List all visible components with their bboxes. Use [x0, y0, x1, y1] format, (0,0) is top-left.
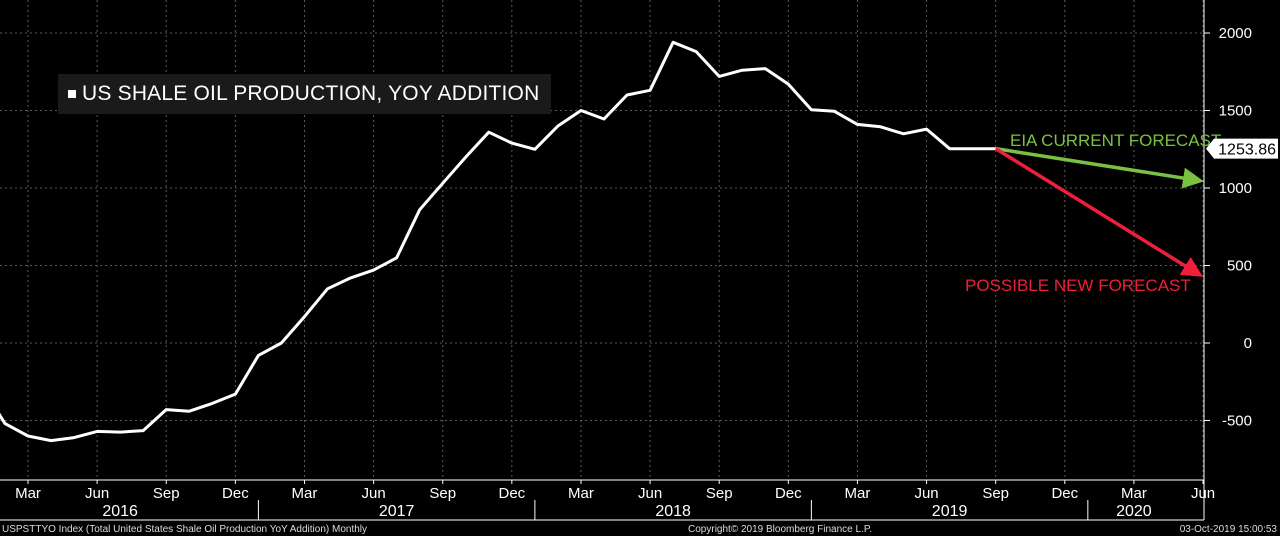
x-tick-label: Jun: [1191, 485, 1215, 502]
last-value-tag-bg: [1206, 138, 1278, 159]
chart-legend: US SHALE OIL PRODUCTION, YOY ADDITION: [58, 74, 552, 114]
x-tick-label: Mar: [292, 485, 318, 502]
x-tick-label: Sep: [153, 485, 180, 502]
y-tick-label: 0: [1244, 335, 1252, 352]
x-tick-label: Sep: [706, 485, 733, 502]
x-tick-label: Jun: [914, 485, 938, 502]
year-label: 2018: [655, 503, 691, 520]
axis-labels: -500 0 500 1000 1500 2000 Mar Jun Sep Dec Mar Jun Se…: [15, 25, 1278, 520]
x-tick-label: Jun: [362, 485, 386, 502]
y-tick-label: -500: [1222, 413, 1252, 430]
forecast-annotations: EIA CURRENT FORECAST POSSIBLE NEW FORECAS…: [965, 131, 1221, 295]
series-layer: [0, 40, 998, 443]
x-tick-label: Jun: [638, 485, 662, 502]
y-tick-label: 500: [1227, 258, 1252, 275]
x-tick-label: Dec: [498, 485, 525, 502]
footer-timestamp: 03-Oct-2019 15:00:53: [1180, 524, 1278, 535]
series-line: [0, 40, 998, 443]
x-tick-label: Mar: [1121, 485, 1147, 502]
x-tick-label: Dec: [1051, 485, 1078, 502]
year-label: 2017: [379, 503, 415, 520]
x-tick-label: Sep: [982, 485, 1009, 502]
x-tick-label: Mar: [15, 485, 41, 502]
year-label: 2020: [1116, 503, 1152, 520]
year-label: 2016: [102, 503, 138, 520]
x-tick-label: Mar: [845, 485, 871, 502]
footer: USPSTTYO Index (Total United States Shal…: [2, 524, 1277, 535]
last-value-tag: 1253.86: [1206, 138, 1278, 159]
y-tick-label: 2000: [1219, 25, 1252, 42]
new-forecast-label: POSSIBLE NEW FORECAST: [965, 276, 1191, 295]
eia-forecast-arrow: [995, 146, 1204, 189]
x-tick-label: Jun: [85, 485, 109, 502]
x-tick-label: Sep: [429, 485, 456, 502]
legend-swatch: [68, 90, 76, 98]
x-tick-label: Mar: [568, 485, 594, 502]
axes: [0, 0, 1210, 521]
y-tick-label: 1000: [1219, 180, 1252, 197]
y-tick-label: 1500: [1219, 103, 1252, 120]
footer-copyright: Copyright© 2019 Bloomberg Finance L.P.: [688, 524, 872, 535]
legend-label: US SHALE OIL PRODUCTION, YOY ADDITION: [82, 82, 540, 105]
eia-forecast-label: EIA CURRENT FORECAST: [1010, 131, 1221, 150]
footer-source: USPSTTYO Index (Total United States Shal…: [2, 524, 367, 535]
new-forecast-arrow: [994, 147, 1203, 277]
year-label: 2019: [932, 503, 968, 520]
grid-lines: [0, 0, 1204, 480]
x-tick-label: Dec: [222, 485, 249, 502]
last-value-label: 1253.86: [1218, 142, 1276, 159]
x-tick-label: Dec: [775, 485, 802, 502]
